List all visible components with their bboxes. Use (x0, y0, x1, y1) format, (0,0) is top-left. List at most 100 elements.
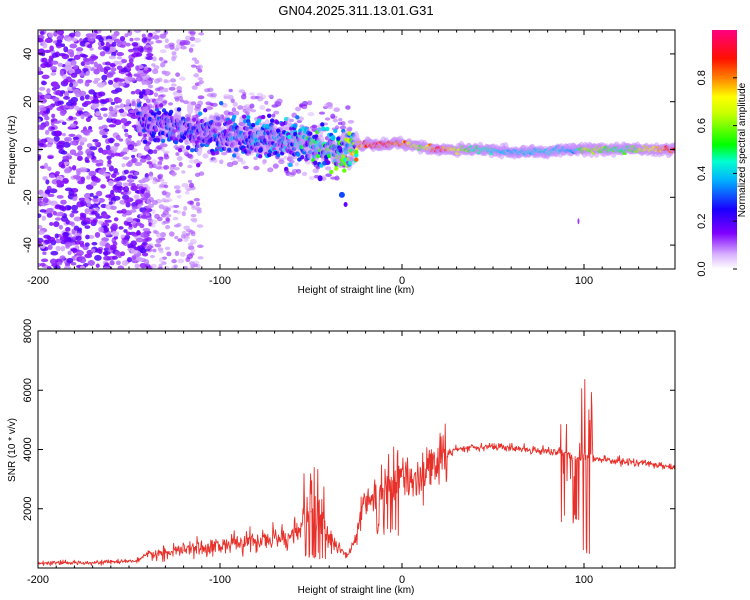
heatmap-noise-cell (147, 149, 154, 155)
heatmap-noise-cell (69, 123, 77, 128)
heatmap-noise-cell (41, 74, 50, 80)
heatmap-noise-cell (123, 128, 129, 133)
heatmap-noise-cell (271, 113, 276, 118)
heatmap-noise-cell (100, 203, 107, 209)
colorbar-tick-label: 0.0 (696, 261, 708, 276)
snr-data-point (638, 462, 640, 464)
snr-data-point (237, 542, 239, 544)
snr-data-point (374, 496, 376, 498)
heatmap-noise-cell (181, 211, 186, 217)
heatmap-noise-cell (190, 264, 195, 269)
heatmap-noise-cell (187, 179, 193, 183)
heatmap-y-axis-title: Frequency (Hz) (7, 116, 18, 185)
heatmap-noise-cell (47, 32, 54, 38)
heatmap-ridge-cell (160, 138, 166, 144)
heatmap-noise-cell (156, 216, 163, 222)
heatmap-noise-cell (114, 97, 119, 103)
heatmap-noise-cell (147, 46, 152, 51)
heatmap-noise-cell (72, 136, 79, 141)
snr-data-point (437, 460, 439, 462)
heatmap-noise-cell (72, 174, 81, 180)
heatmap-ridge-cell (325, 126, 330, 132)
heatmap-noise-cell (190, 248, 196, 253)
heatmap-noise-cell (38, 145, 43, 152)
heatmap-noise-cell (110, 189, 115, 195)
heatmap-noise-cell (111, 113, 118, 118)
heatmap-ridge-cell (215, 150, 220, 155)
heatmap-noise-cell (92, 99, 100, 104)
heatmap-noise-cell (49, 188, 58, 194)
heatmap-noise-cell (44, 120, 50, 127)
heatmap-noise-cell (95, 191, 103, 197)
heatmap-noise-cell (135, 65, 140, 71)
heatmap-noise-cell (104, 46, 110, 52)
heatmap-noise-cell (338, 117, 343, 122)
heatmap-noise-cell (154, 78, 160, 84)
heatmap-noise-cell (164, 79, 171, 84)
heatmap-noise-cell (49, 45, 54, 52)
heatmap-noise-cell (73, 54, 81, 60)
heatmap-noise-cell (111, 223, 118, 229)
heatmap-noise-cell (55, 89, 62, 96)
heatmap-ridge-cell (219, 101, 224, 106)
heatmap-noise-cell (59, 109, 66, 116)
heatmap-noise-cell (74, 105, 80, 111)
heatmap-noise-cell (147, 175, 154, 181)
heatmap-noise-cell (83, 100, 92, 105)
heatmap-noise-cell (110, 205, 117, 211)
heatmap-noise-cell (249, 103, 255, 109)
heatmap-noise-cell (219, 159, 224, 165)
heatmap-noise-cell (113, 119, 122, 126)
heatmap-noise-cell (101, 149, 109, 155)
heatmap-noise-cell (265, 108, 271, 112)
heatmap-noise-cell (143, 192, 151, 199)
heatmap-noise-cell (148, 105, 155, 109)
heatmap-noise-cell (73, 216, 82, 222)
heatmap-noise-cell (110, 101, 116, 106)
heatmap-noise-cell (197, 244, 204, 248)
heatmap-noise-cell (54, 233, 59, 239)
heatmap-noise-cell (106, 149, 112, 155)
heatmap-noise-cell (151, 32, 158, 36)
heatmap-ridge-cell (326, 160, 331, 165)
heatmap-noise-cell (110, 34, 117, 40)
heatmap-ridge-cell (217, 122, 222, 127)
heatmap-noise-cell (158, 204, 165, 210)
snr-data-point (310, 511, 312, 513)
heatmap-noise-cell (43, 162, 49, 169)
heatmap-noise-cell (63, 46, 69, 53)
heatmap-noise-cell (141, 33, 146, 39)
heatmap-noise-cell (173, 144, 179, 149)
heatmap-noise-cell (289, 171, 297, 176)
heatmap-noise-cell (154, 230, 160, 235)
heatmap-ridge-cell (275, 120, 280, 125)
heatmap-noise-cell (189, 36, 196, 41)
heatmap-noise-cell (79, 243, 85, 248)
heatmap-noise-cell (340, 121, 346, 126)
snr-x-tick-label: -200 (27, 574, 49, 586)
heatmap-noise-cell (141, 79, 146, 86)
heatmap-noise-cell (95, 162, 104, 167)
snr-data-point (568, 454, 571, 456)
snr-x-tick-label: -100 (209, 574, 231, 586)
heatmap-noise-cell (62, 78, 69, 85)
snr-data-point (619, 460, 622, 462)
heatmap-noise-cell (92, 138, 99, 143)
heatmap-noise-cell (89, 146, 98, 151)
heatmap-noise-cell (103, 255, 111, 261)
heatmap-noise-cell (48, 236, 56, 242)
heatmap-noise-cell (85, 71, 90, 77)
heatmap-noise-cell (41, 80, 47, 86)
heatmap-noise-cell (110, 173, 117, 178)
heatmap-noise-cell (87, 37, 95, 42)
heatmap-noise-cell (89, 192, 94, 197)
heatmap-noise-cell (106, 155, 112, 161)
heatmap-noise-cell (175, 72, 181, 77)
heatmap-noise-cell (323, 103, 328, 108)
heatmap-noise-cell (104, 219, 112, 223)
heatmap-noise-cell (161, 261, 167, 265)
heatmap-noise-cell (195, 201, 201, 207)
heatmap-noise-cell (206, 106, 213, 110)
heatmap-noise-cell (174, 235, 179, 240)
heatmap-noise-cell (197, 95, 205, 100)
